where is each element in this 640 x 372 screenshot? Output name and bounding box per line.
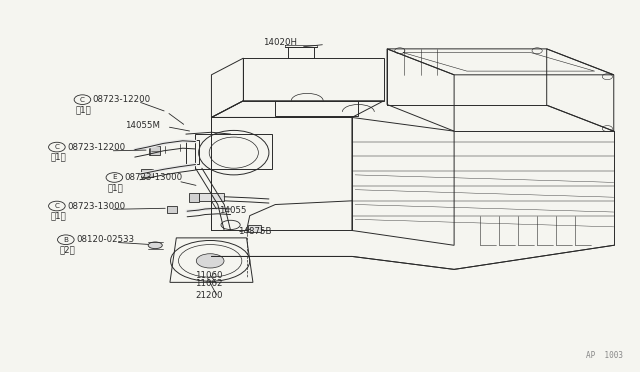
Text: 14055M: 14055M: [125, 121, 160, 130]
FancyBboxPatch shape: [198, 193, 224, 201]
Text: （1）: （1）: [108, 183, 124, 192]
Text: （1）: （1）: [76, 105, 92, 114]
Text: B: B: [63, 237, 68, 243]
FancyBboxPatch shape: [149, 146, 161, 155]
Text: 14055: 14055: [219, 206, 246, 215]
FancyBboxPatch shape: [248, 225, 261, 232]
Text: 14020H: 14020H: [262, 38, 296, 48]
Text: 08723-13000: 08723-13000: [67, 202, 125, 211]
Text: 08723-12200: 08723-12200: [67, 142, 125, 151]
Text: （1）: （1）: [51, 212, 67, 221]
FancyBboxPatch shape: [189, 193, 199, 202]
Text: 11062: 11062: [195, 279, 223, 288]
Text: 14875B: 14875B: [238, 227, 272, 236]
FancyBboxPatch shape: [167, 206, 177, 213]
Text: 08723-13000: 08723-13000: [125, 173, 182, 182]
Text: （1）: （1）: [51, 153, 67, 161]
Text: E: E: [112, 174, 116, 180]
Text: 08723-12200: 08723-12200: [93, 95, 151, 104]
Text: C: C: [80, 97, 85, 103]
FancyBboxPatch shape: [141, 169, 153, 177]
Text: 08120-02533: 08120-02533: [76, 235, 134, 244]
Text: 21200: 21200: [195, 291, 223, 300]
Ellipse shape: [148, 242, 163, 248]
Text: （2）: （2）: [60, 245, 75, 254]
Text: AP  1003: AP 1003: [586, 351, 623, 360]
Ellipse shape: [196, 254, 224, 268]
Text: C: C: [54, 203, 60, 209]
Text: C: C: [54, 144, 60, 150]
Text: 11060: 11060: [195, 271, 223, 280]
